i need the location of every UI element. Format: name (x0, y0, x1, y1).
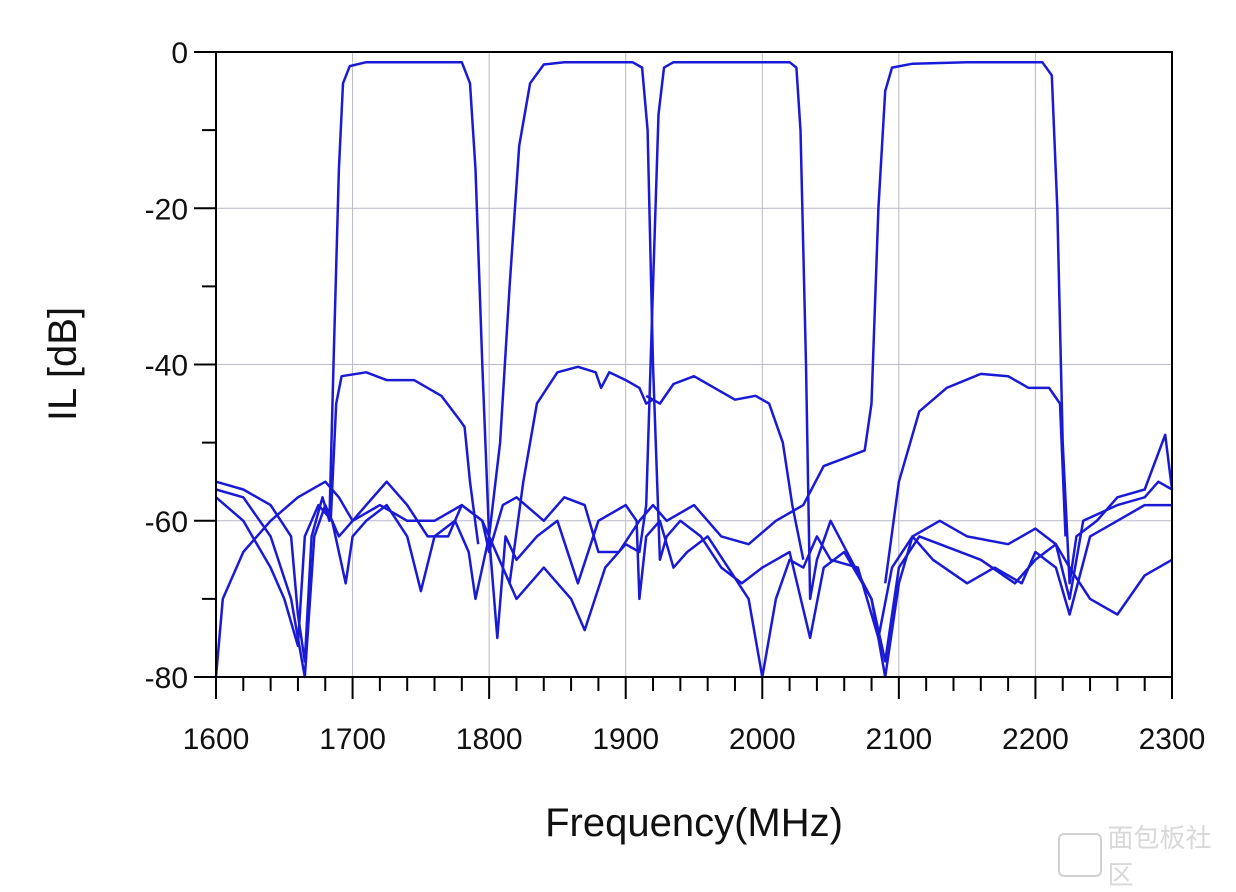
series-lines (214, 60, 1174, 679)
y-axis-label: IL [dB] (41, 307, 85, 421)
tick-labels: 1600 1700 1800 1900 2000 2100 2200 2300 0 -20 -40 -… (145, 37, 1206, 756)
x-axis-label: Frequency(MHz) (545, 801, 843, 845)
plot-frame (215, 51, 1173, 678)
y-tick-label: -80 (145, 662, 188, 695)
watermark: 面包板社区 (1058, 818, 1236, 892)
y-tick-label: -40 (145, 350, 188, 383)
series-line-isolation-3 (645, 374, 805, 561)
x-tick-label: 1700 (319, 723, 386, 756)
y-tick-label: -60 (145, 506, 188, 539)
axis-ticks (194, 51, 1173, 699)
x-tick-label: 1900 (592, 723, 659, 756)
series-line-isolation-2 (508, 365, 654, 584)
series-line-filter-2 (215, 60, 1173, 663)
watermark-logo-icon (1058, 833, 1102, 877)
grid (215, 51, 1173, 678)
x-tick-label: 1800 (456, 723, 523, 756)
insertion-loss-chart: 1600 1700 1800 1900 2000 2100 2200 2300 0 -20 -40 -… (41, 37, 1206, 845)
y-tick-label: 0 (171, 37, 188, 70)
watermark-text: 面包板社区 (1107, 824, 1212, 891)
x-tick-label: 2300 (1139, 723, 1206, 756)
series-line-filter-4 (214, 60, 1174, 678)
y-tick-label: -20 (145, 193, 188, 226)
x-tick-label: 1600 (183, 723, 250, 756)
series-line-isolation-4 (883, 372, 1067, 584)
series-line-filter-3 (215, 60, 1172, 679)
series-line-filter-1 (215, 60, 1173, 679)
x-tick-label: 2200 (1002, 723, 1069, 756)
x-tick-label: 2100 (865, 723, 932, 756)
series-line-isolation-1 (329, 371, 480, 545)
x-tick-label: 2000 (729, 723, 796, 756)
